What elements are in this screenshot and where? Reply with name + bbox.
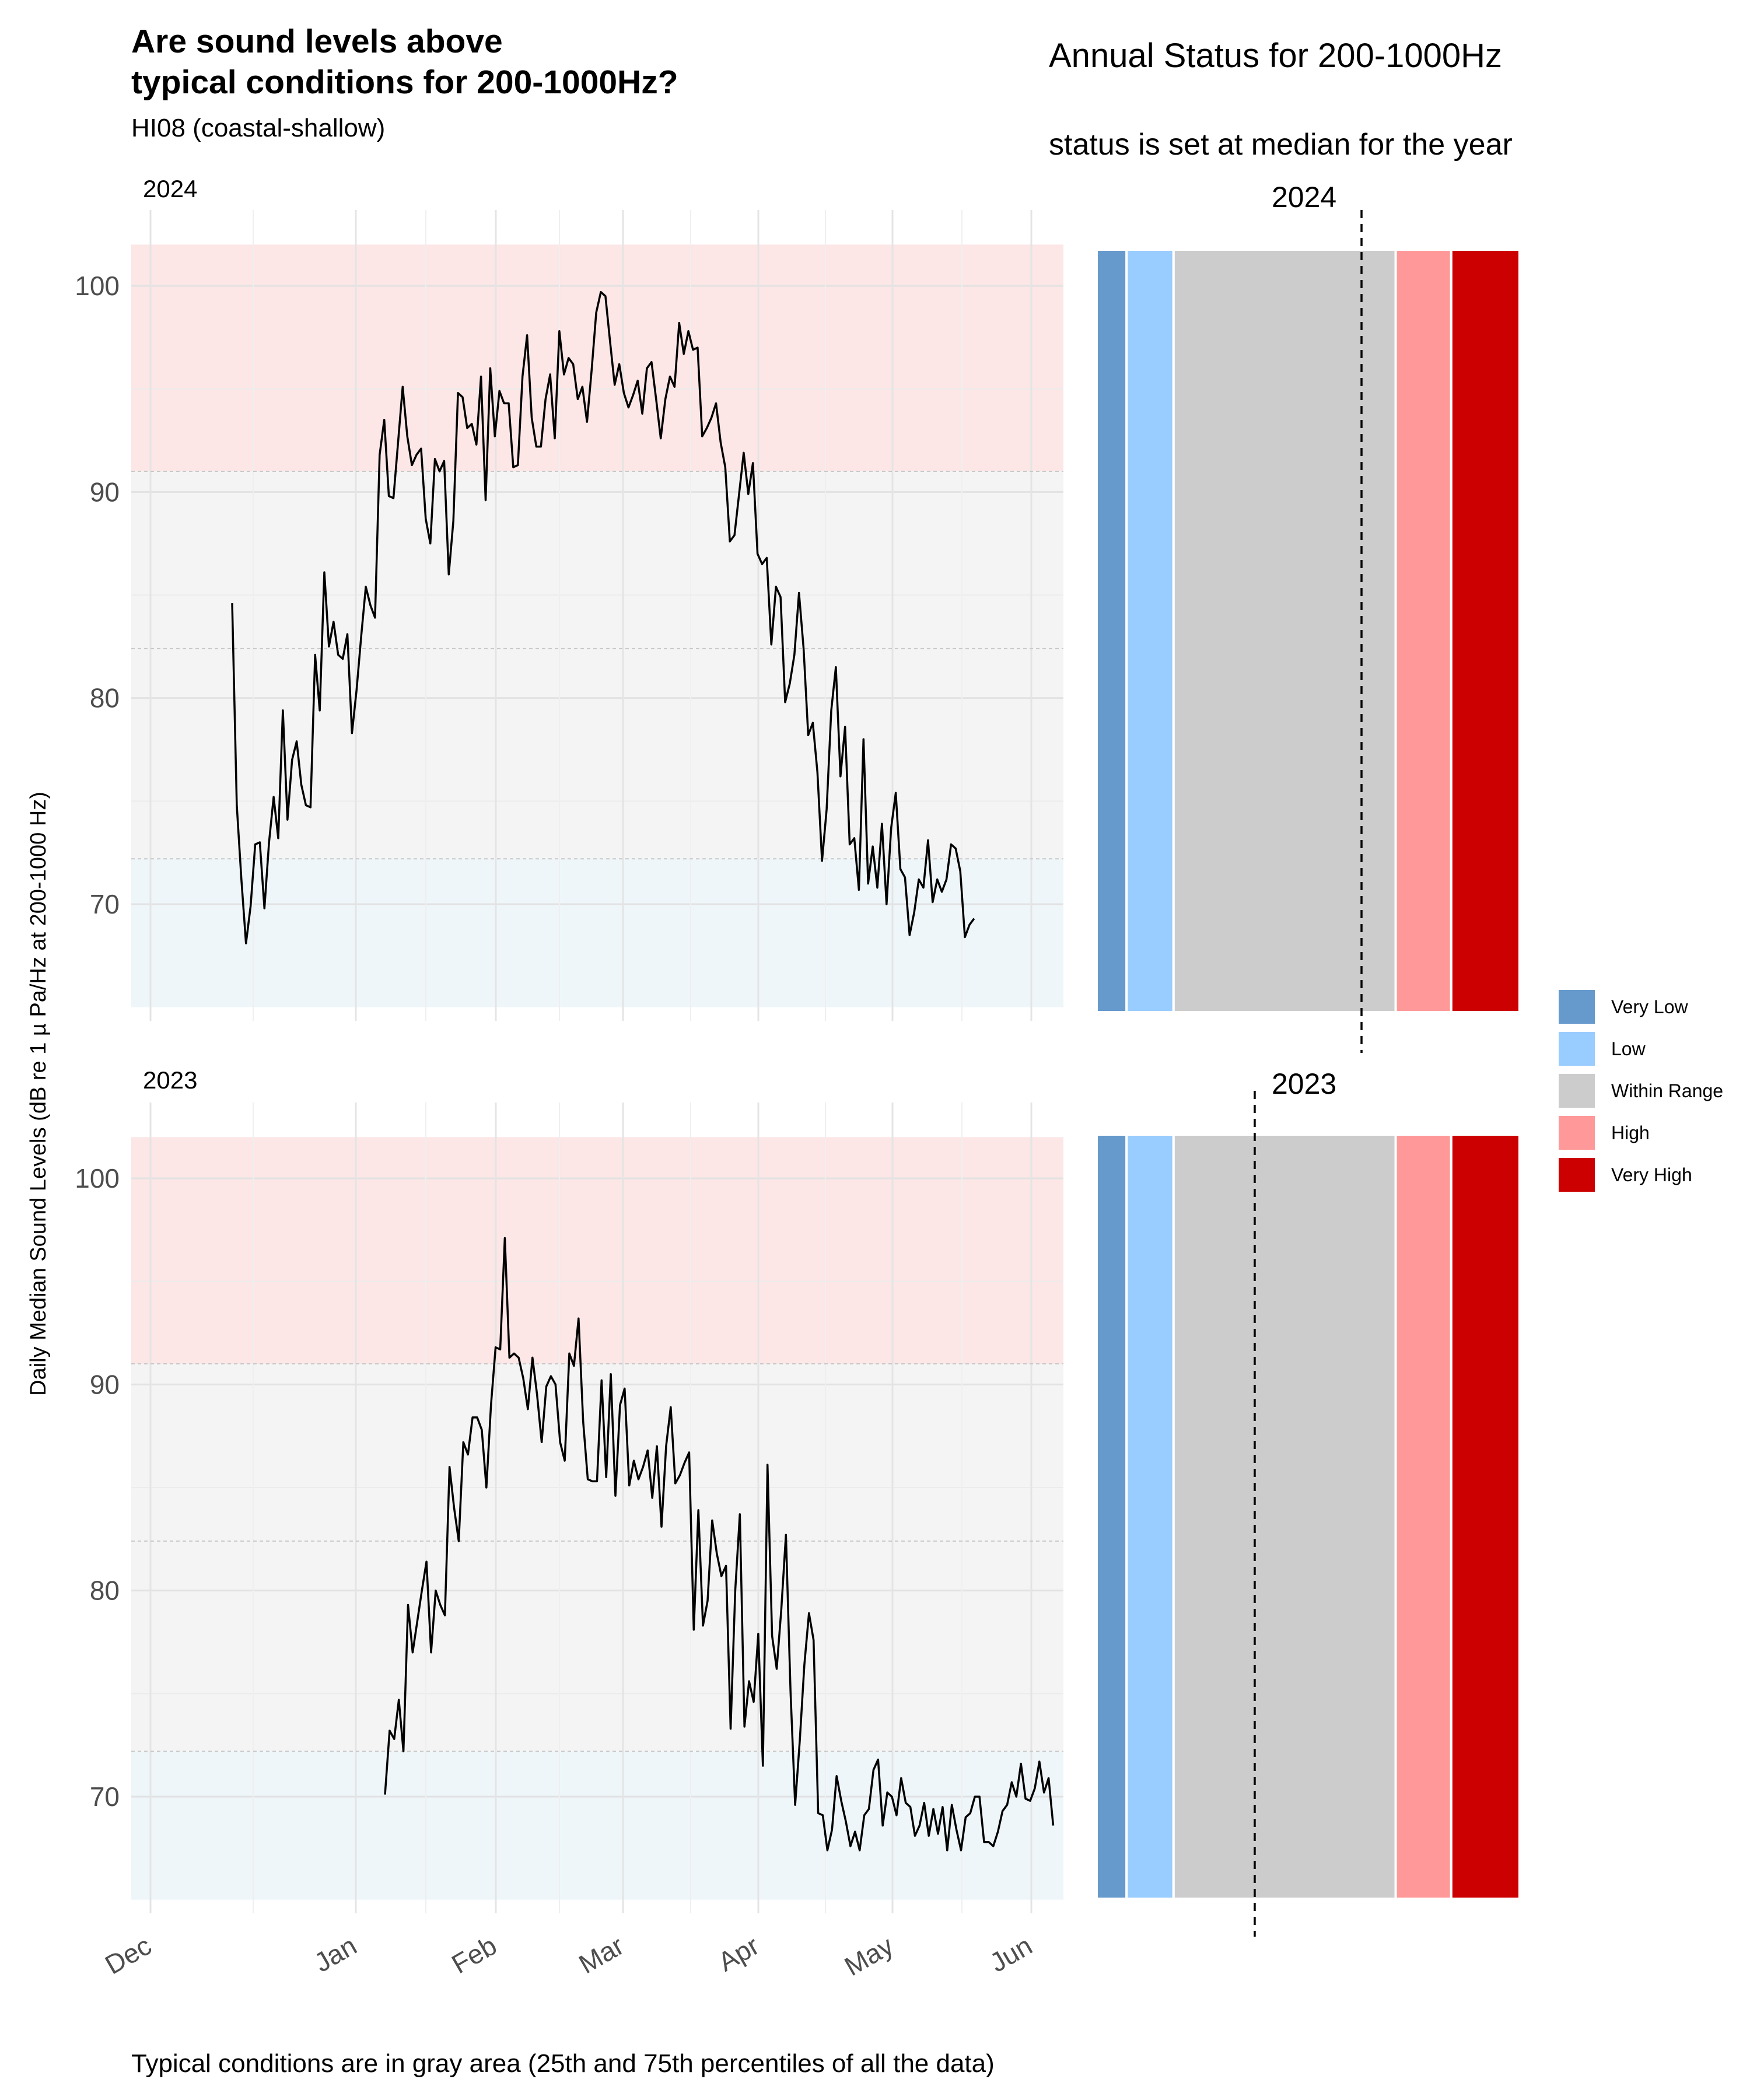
y-axis-label: Daily Median Sound Levels (dB re 1 µ Pa/… (26, 792, 51, 1396)
legend-label: Very High (1611, 1164, 1692, 1185)
x-tick-label: Jun (985, 1930, 1037, 1978)
status-segment-very-high (1450, 1133, 1521, 1900)
legend-item: Low (1559, 1032, 1646, 1066)
status-panels (1096, 210, 1521, 1937)
legend-label: Very Low (1611, 996, 1689, 1017)
y-tick-label: 70 (90, 1782, 120, 1812)
legend-swatch (1559, 1116, 1595, 1150)
legend-label: Low (1611, 1038, 1646, 1059)
status-panel-2024 (1096, 210, 1521, 1053)
chart-title-line2: typical conditions for 200-1000Hz? (131, 64, 678, 101)
facet-label-2023: 2023 (143, 1066, 197, 1094)
y-tick-label: 80 (90, 683, 120, 713)
legend-label: Within Range (1611, 1080, 1723, 1101)
x-tick-label: Jan (309, 1930, 362, 1978)
x-tick-label: Dec (100, 1930, 156, 1980)
line-panel-2023: 70 80 90 100 (75, 1102, 1063, 1913)
x-tick-label: May (839, 1930, 898, 1982)
series-line-2024 (231, 290, 975, 944)
facet-label-2024: 2024 (143, 175, 197, 202)
status-facet-label-2023: 2023 (1272, 1068, 1336, 1100)
legend-swatch (1559, 1158, 1595, 1192)
status-subtitle: status is set at median for the year (1049, 128, 1513, 162)
legend-item: Very High (1559, 1158, 1692, 1192)
status-segment-low (1125, 249, 1175, 1013)
status-segment-within-range (1172, 1133, 1397, 1900)
status-segment-within-range (1172, 249, 1397, 1013)
low-band (131, 1751, 1063, 1900)
x-tick-label: Mar (573, 1930, 629, 1980)
y-tick-label: 100 (75, 1163, 120, 1194)
x-tick-label: Feb (446, 1930, 502, 1980)
status-segment-high (1394, 1133, 1452, 1900)
chart-title-line1: Are sound levels above (131, 23, 503, 60)
x-tick-label: Apr (713, 1930, 764, 1978)
status-segment-low (1125, 1133, 1175, 1900)
legend-swatch (1559, 1074, 1595, 1108)
legend-item: Within Range (1559, 1074, 1723, 1108)
legend: Very Low Low Within Range High Very High (1559, 990, 1723, 1192)
legend-swatch (1559, 1032, 1595, 1066)
y-tick-label: 90 (90, 477, 120, 507)
status-segment-very-low (1096, 249, 1128, 1013)
y-tick-label: 100 (75, 271, 120, 301)
legend-label: High (1611, 1122, 1650, 1143)
low-band (131, 859, 1063, 1007)
line-panels: 70 80 90 100 70 80 90 100 Dec Jan Feb Mar Apr May Jun (75, 210, 1063, 1982)
series-line-2023 (384, 1237, 1055, 1852)
y-tick-label: 90 (90, 1369, 120, 1399)
line-panel-2024: 70 80 90 100 (75, 210, 1063, 1021)
chart-subtitle: HI08 (coastal-shallow) (131, 114, 385, 142)
status-segment-very-low (1096, 1133, 1128, 1900)
typical-band (131, 1364, 1063, 1752)
status-title: Annual Status for 200-1000Hz (1049, 37, 1502, 75)
y-tick-label: 70 (90, 889, 120, 919)
status-panel-2023 (1096, 1091, 1521, 1937)
high-band (131, 244, 1063, 471)
legend-item: Very Low (1559, 990, 1689, 1024)
legend-swatch (1559, 990, 1595, 1024)
y-tick-label: 80 (90, 1576, 120, 1606)
legend-item: High (1559, 1116, 1650, 1150)
chart-caption: Typical conditions are in gray area (25t… (131, 2049, 995, 2078)
status-facet-label-2024: 2024 (1272, 181, 1336, 214)
status-segment-very-high (1450, 249, 1521, 1013)
high-band (131, 1137, 1063, 1364)
status-segment-high (1394, 249, 1452, 1013)
